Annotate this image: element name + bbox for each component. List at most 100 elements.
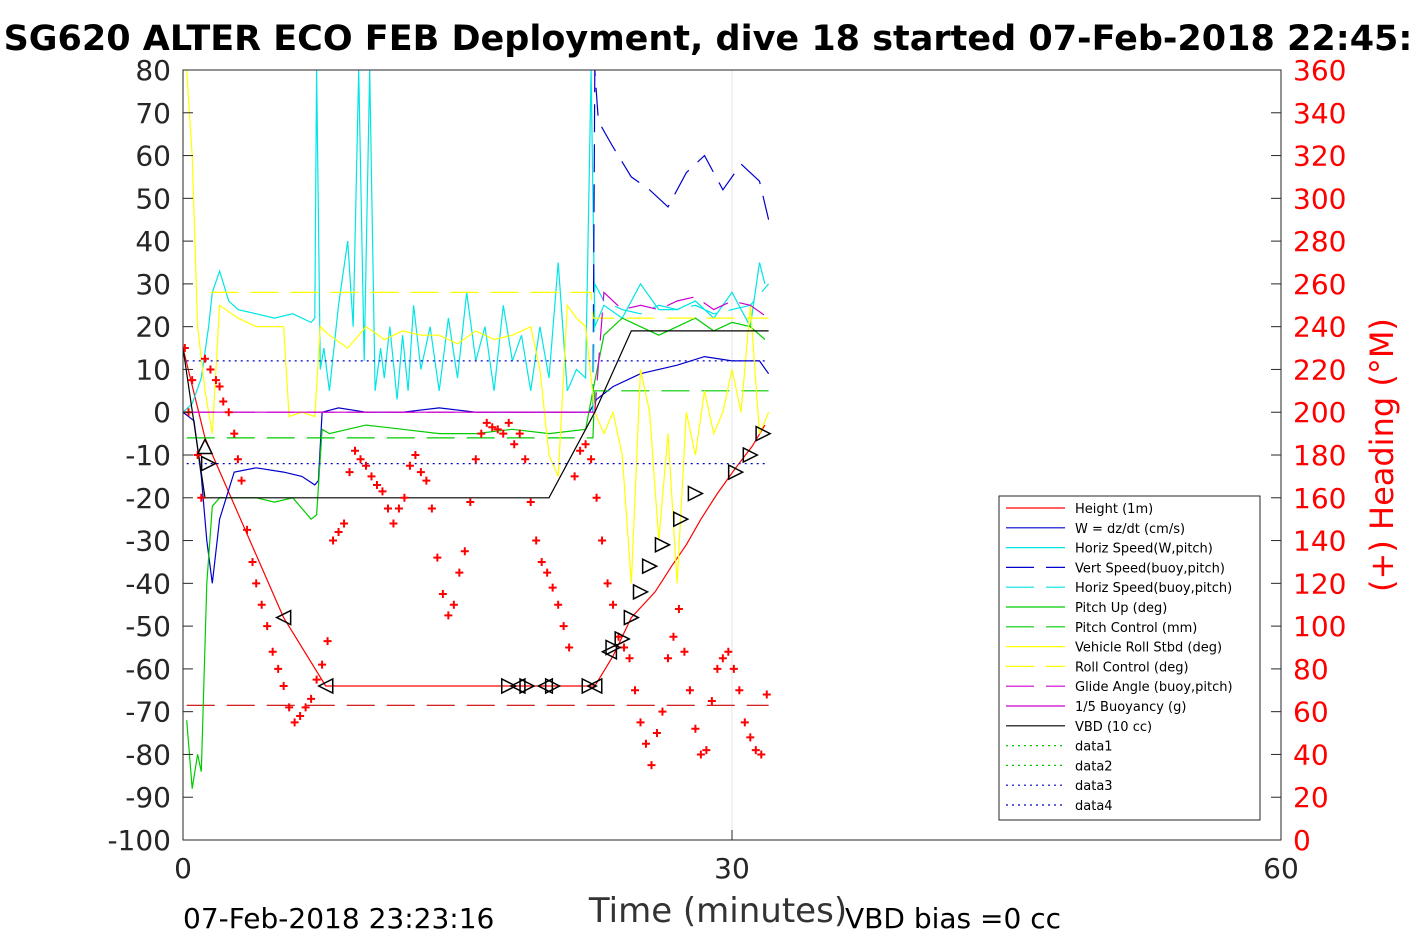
legend-label: Vehicle Roll Stbd (deg) bbox=[1075, 641, 1222, 656]
triangle-marker bbox=[544, 677, 562, 695]
heading-point bbox=[625, 654, 634, 663]
heading-point bbox=[565, 643, 574, 652]
triangle-marker bbox=[581, 677, 598, 695]
heading-point bbox=[724, 647, 733, 656]
footer-timestamp: 07-Feb-2018 23:23:16 bbox=[183, 902, 494, 935]
triangle-marker bbox=[586, 677, 603, 695]
heading-point bbox=[416, 468, 425, 477]
y-tick-label: -30 bbox=[125, 525, 171, 558]
heading-point bbox=[318, 660, 327, 669]
triangle-marker bbox=[317, 677, 334, 695]
y-right-tick-label: 200 bbox=[1293, 396, 1346, 429]
heading-point bbox=[663, 654, 672, 663]
heading-point bbox=[263, 622, 272, 631]
heading-point bbox=[609, 600, 618, 609]
heading-point bbox=[460, 547, 469, 556]
y-tick-label: 50 bbox=[135, 182, 171, 215]
heading-point bbox=[647, 761, 656, 770]
heading-point bbox=[581, 440, 590, 449]
heading-point bbox=[279, 682, 288, 690]
heading-point bbox=[219, 397, 228, 406]
plot-area: 80706050403020100-10-20-30-40-50-60-70-8… bbox=[107, 54, 1346, 885]
heading-point bbox=[248, 557, 257, 566]
heading-point bbox=[334, 528, 343, 536]
y-right-tick-label: 160 bbox=[1293, 482, 1346, 515]
heading-point bbox=[340, 519, 349, 528]
heading-point bbox=[449, 600, 458, 609]
y-tick-label: -70 bbox=[125, 696, 171, 729]
triangle-marker bbox=[673, 510, 690, 528]
heading-point bbox=[378, 487, 387, 496]
heading-point bbox=[685, 686, 694, 695]
y-right-tick-label: 60 bbox=[1293, 696, 1329, 729]
triangle-marker bbox=[614, 630, 631, 648]
heading-point bbox=[243, 525, 252, 534]
y-tick-label: 80 bbox=[135, 54, 171, 87]
series-line-6 bbox=[186, 390, 769, 439]
heading-point bbox=[746, 733, 755, 742]
series-line-7 bbox=[186, 70, 770, 584]
legend-label: 1/5 Buoyancy (g) bbox=[1075, 700, 1186, 715]
heading-point bbox=[482, 418, 491, 427]
heading-point bbox=[389, 519, 398, 528]
heading-point bbox=[631, 686, 640, 695]
heading-point bbox=[466, 498, 475, 507]
heading-point bbox=[230, 429, 239, 438]
triangle-marker bbox=[755, 425, 772, 442]
heading-point bbox=[405, 461, 414, 470]
series-line-5 bbox=[186, 317, 766, 789]
heading-point bbox=[206, 365, 215, 374]
triangle-marker bbox=[274, 609, 292, 626]
y-tick-label: -50 bbox=[125, 610, 171, 643]
triangle-marker bbox=[509, 677, 526, 695]
heading-point bbox=[433, 553, 442, 562]
heading-point bbox=[290, 718, 299, 727]
heading-point bbox=[356, 455, 365, 464]
y-right-tick-label: 240 bbox=[1293, 311, 1346, 344]
triangle-marker bbox=[605, 639, 622, 656]
heading-point bbox=[707, 696, 716, 705]
heading-point bbox=[735, 686, 744, 695]
heading-point bbox=[762, 690, 771, 699]
heading-point bbox=[718, 654, 727, 663]
series-line-3 bbox=[592, 70, 770, 413]
triangle-marker bbox=[632, 583, 650, 601]
legend-label: Vert Speed(buoy,pitch) bbox=[1075, 561, 1225, 576]
y-right-tick-label: 140 bbox=[1293, 525, 1346, 558]
heading-point bbox=[696, 750, 705, 759]
legend-label: W = dz/dt (cm/s) bbox=[1075, 522, 1185, 537]
y-right-tick-label: 340 bbox=[1293, 97, 1346, 130]
heading-point bbox=[394, 504, 403, 513]
y-right-tick-label: 80 bbox=[1293, 653, 1329, 686]
heading-point bbox=[215, 382, 224, 391]
data-layer bbox=[183, 70, 772, 789]
triangle-marker bbox=[742, 446, 759, 464]
y-right-tick-label: 0 bbox=[1293, 824, 1311, 857]
y-tick-label: 40 bbox=[135, 225, 171, 258]
y-right-tick-label: 280 bbox=[1293, 225, 1346, 258]
y-right-tick-label: 260 bbox=[1293, 268, 1346, 301]
triangle-marker bbox=[600, 643, 618, 660]
triangle-marker bbox=[654, 536, 672, 554]
heading-point bbox=[515, 429, 524, 438]
series-line-8 bbox=[210, 291, 769, 319]
heading-point bbox=[493, 425, 502, 434]
heading-point bbox=[200, 354, 209, 363]
heading-point bbox=[757, 750, 766, 759]
y-right-tick-label: 100 bbox=[1293, 610, 1346, 643]
heading-point bbox=[224, 408, 233, 417]
triangle-marker bbox=[687, 485, 705, 502]
heading-point bbox=[554, 600, 563, 609]
y-right-tick-label: 300 bbox=[1293, 182, 1346, 215]
heading-point bbox=[729, 664, 738, 673]
legend-label: Height (1m) bbox=[1075, 502, 1153, 517]
heading-point bbox=[543, 568, 552, 577]
heading-point bbox=[702, 746, 711, 755]
y-right-tick-label: 20 bbox=[1293, 781, 1329, 814]
heading-point bbox=[504, 418, 513, 427]
heading-point bbox=[570, 472, 579, 481]
triangle-marker bbox=[196, 437, 214, 455]
heading-point bbox=[680, 647, 689, 656]
heading-point bbox=[372, 480, 381, 489]
